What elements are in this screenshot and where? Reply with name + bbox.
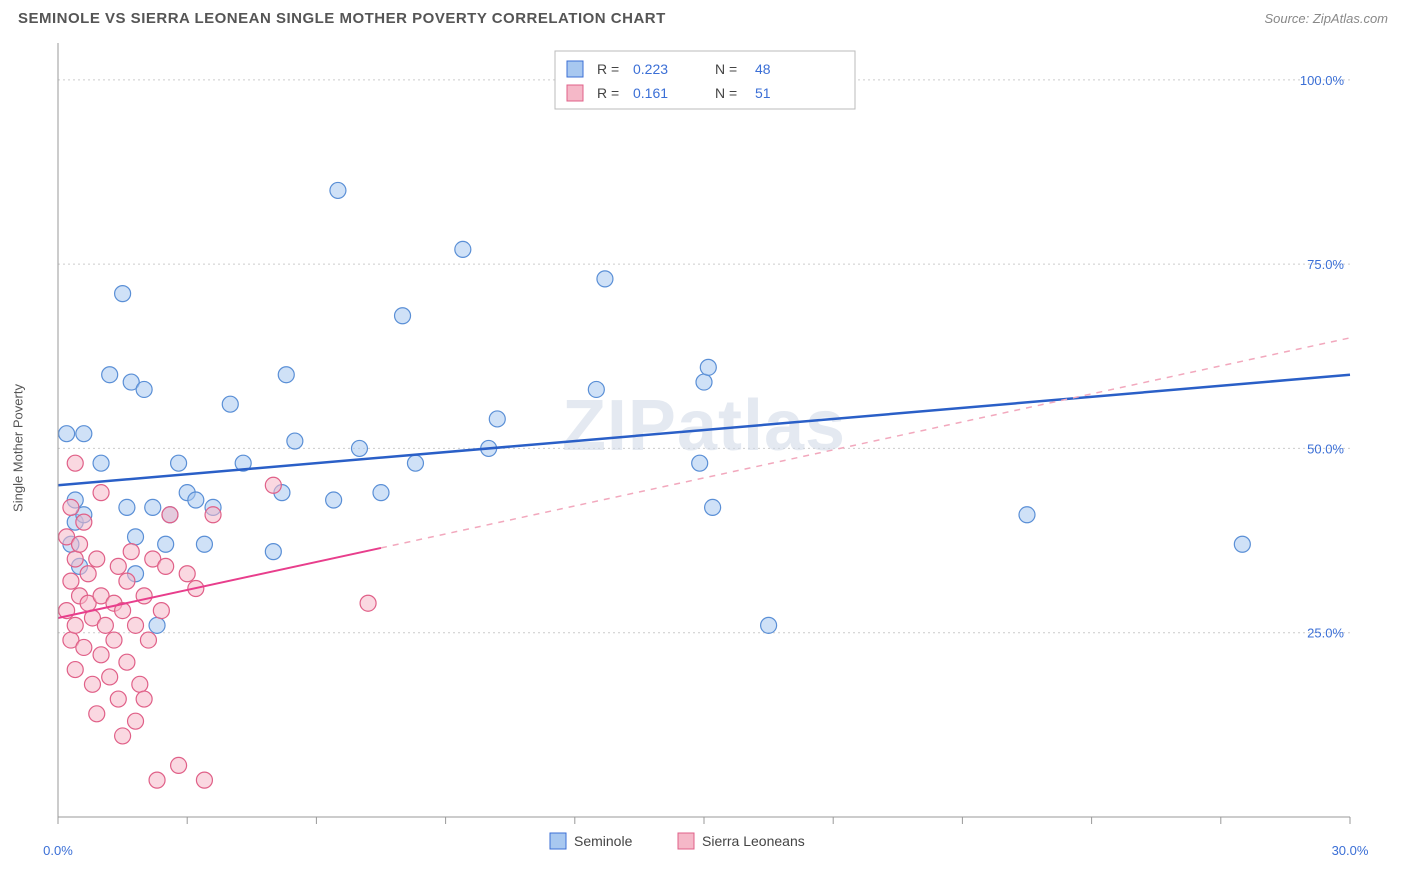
svg-text:0.223: 0.223 — [633, 61, 668, 77]
chart-container: Single Mother Poverty ZIPatlas 0.0% 30.0% 2… — [10, 33, 1396, 863]
svg-text:0.0%: 0.0% — [43, 843, 73, 858]
svg-text:R =: R = — [597, 85, 619, 101]
chart-title: SEMINOLE VS SIERRA LEONEAN SINGLE MOTHER… — [18, 10, 666, 27]
svg-text:51: 51 — [755, 85, 771, 101]
svg-text:25.0%: 25.0% — [1307, 626, 1344, 641]
y-axis-label: Single Mother Poverty — [11, 384, 26, 512]
svg-text:30.0%: 30.0% — [1332, 843, 1369, 858]
svg-text:48: 48 — [755, 61, 771, 77]
svg-text:R =: R = — [597, 61, 619, 77]
svg-text:Seminole: Seminole — [574, 833, 633, 849]
svg-text:100.0%: 100.0% — [1300, 73, 1345, 88]
svg-text:50.0%: 50.0% — [1307, 441, 1344, 456]
source-label: Source: ZipAtlas.com — [1264, 11, 1388, 26]
svg-text:N =: N = — [715, 61, 737, 77]
svg-text:75.0%: 75.0% — [1307, 257, 1344, 272]
svg-text:ZIPatlas: ZIPatlas — [562, 386, 846, 466]
svg-text:Sierra Leoneans: Sierra Leoneans — [702, 833, 805, 849]
svg-text:0.161: 0.161 — [633, 85, 668, 101]
svg-text:N =: N = — [715, 85, 737, 101]
scatter-chart: ZIPatlas 0.0% 30.0% 25.0% 50.0% 75.0% 100.0% R … — [10, 33, 1396, 863]
